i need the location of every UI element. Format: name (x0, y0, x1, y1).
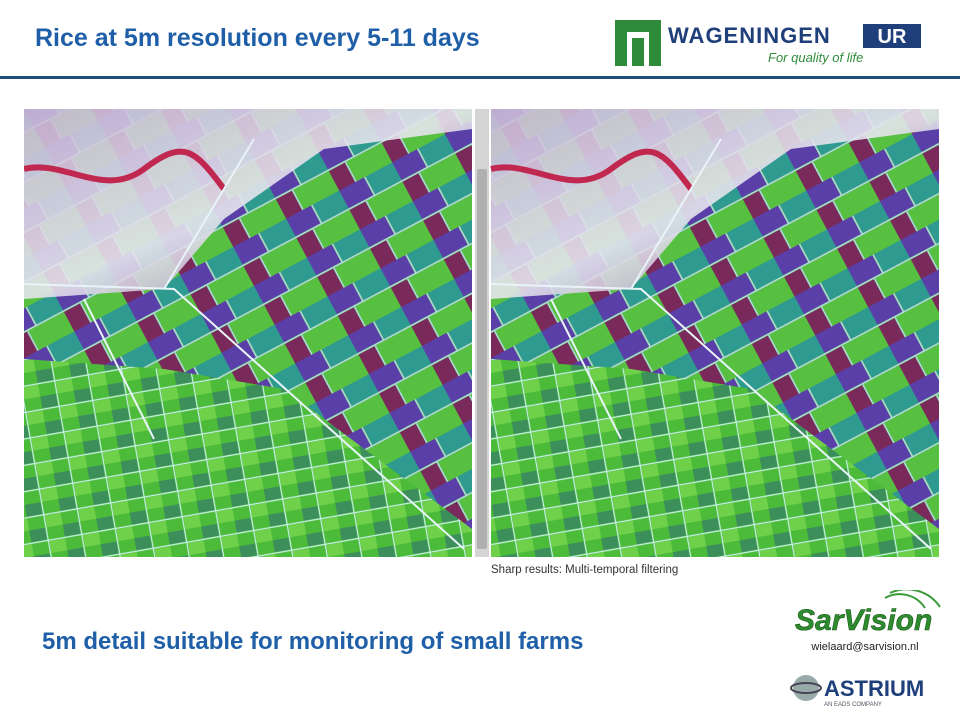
image-caption: Sharp results: Multi-temporal filtering (491, 564, 679, 576)
logo-mark-inner (632, 38, 644, 66)
wur-logo: WAGENINGEN UR For quality of life (615, 20, 921, 66)
astrium-tagline: AN EADS COMPANY (824, 702, 882, 708)
logo-tagline: For quality of life (768, 50, 863, 65)
logo-ur-box (863, 24, 921, 48)
satellite-images (24, 109, 942, 559)
header-rule (0, 76, 960, 79)
astrium-ring (790, 682, 822, 694)
logo-suffix: UR (878, 26, 907, 48)
logo-name: WAGENINGEN (668, 23, 831, 48)
astrium-name: ASTRIUM (824, 676, 924, 701)
sarvision-name: SarVision (795, 604, 932, 637)
slide-subtitle: 5m detail suitable for monitoring of sma… (42, 628, 584, 655)
scrollbar-thumb (477, 169, 487, 549)
image-right (491, 109, 939, 557)
astrium-mark (793, 675, 819, 701)
slide-title: Rice at 5m resolution every 5-11 days (35, 24, 480, 52)
sarvision-email: wielaard@sarvision.nl (810, 641, 918, 653)
image-left (24, 109, 472, 557)
partner-logos: SarVision wielaard@sarvision.nl ASTRIUM … (790, 590, 941, 708)
